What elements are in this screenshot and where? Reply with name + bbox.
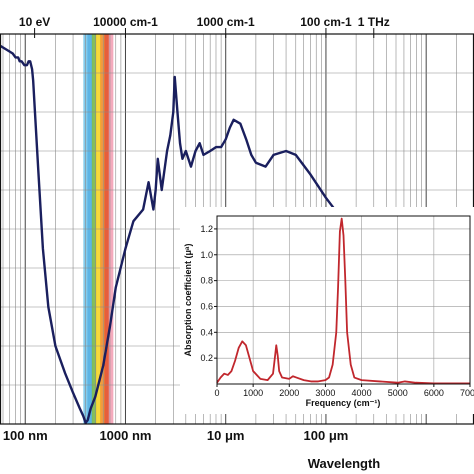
inset-x-tick-label: 2000 <box>279 388 299 398</box>
inset-absorption-series <box>216 217 470 385</box>
bottom-tick-label: 1000 nm <box>99 428 151 443</box>
main-spectrum-line <box>0 44 474 425</box>
inset-y-tick-label: 0.4 <box>200 327 213 337</box>
bottom-axis-ticks: 100 nm 1000 nm 10 μm 100 μm <box>3 428 349 443</box>
inset-y-axis-label: Absorption coefficient (μᵃ) <box>183 244 193 357</box>
inset-y-tick-label: 1.0 <box>200 250 213 260</box>
inset-y-tick-label: 0.8 <box>200 276 213 286</box>
top-axis-ticks: 10 eV 10000 cm-1 1000 cm-1 100 cm-1 1 THz <box>19 15 390 38</box>
bottom-tick-label: 100 μm <box>304 428 349 443</box>
inset-absorption-line <box>216 217 470 385</box>
inset-y-tick-label: 0.6 <box>200 301 213 311</box>
inset-x-tick-label: 1000 <box>243 388 263 398</box>
inset-y-axis-ticks: 0.2 0.4 0.6 0.8 1.0 1.2 <box>200 224 217 363</box>
inset-plot-border <box>216 215 471 385</box>
inset-x-tick-label: 4000 <box>352 388 372 398</box>
top-tick-label: 1000 cm-1 <box>197 15 255 29</box>
top-tick-label: 10 eV <box>19 15 50 29</box>
inset-y-tick-label: 1.2 <box>200 224 213 234</box>
main-x-axis-label: Wavelength <box>308 456 381 471</box>
main-spectrum-series <box>0 44 474 425</box>
inset-x-tick-label: 3000 <box>315 388 335 398</box>
bottom-tick-label: 10 μm <box>207 428 245 443</box>
inset-plot-frame <box>216 215 471 385</box>
top-tick-label: 1 THz <box>358 15 390 29</box>
top-tick-label: 100 cm-1 <box>300 15 352 29</box>
bottom-tick-label: 100 nm <box>3 428 48 443</box>
inset-x-axis-label: Frequency (cm⁻¹) <box>306 398 381 408</box>
inset-x-tick-label: 6000 <box>424 388 444 398</box>
top-tick-label: 10000 cm-1 <box>93 15 158 29</box>
inset-x-tick-label: 5000 <box>388 388 408 398</box>
inset-x-tick-label: 0 <box>214 388 219 398</box>
inset-y-tick-label: 0.2 <box>200 353 213 363</box>
